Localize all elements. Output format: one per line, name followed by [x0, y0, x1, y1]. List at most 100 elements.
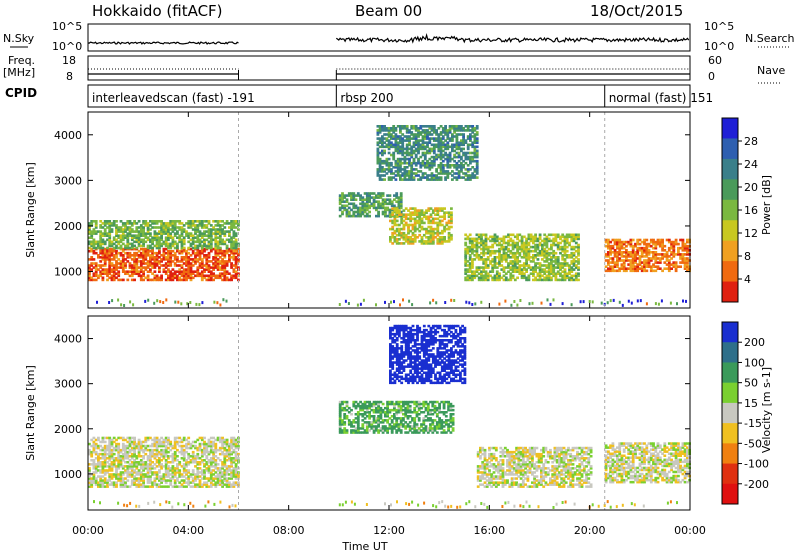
colorbar-swatch	[722, 179, 738, 200]
heatmap-cell	[390, 162, 393, 165]
heatmap-cell	[444, 301, 446, 304]
heatmap-cell	[513, 300, 515, 303]
y-tick-label: 3000	[54, 174, 82, 187]
heatmap-cell	[174, 301, 176, 304]
heatmap-cell	[102, 277, 105, 280]
heatmap-cell	[95, 220, 98, 223]
heatmap-cell	[219, 247, 222, 250]
heatmap-cell	[450, 299, 452, 302]
heatmap-cell	[368, 211, 371, 214]
heatmap-cell	[476, 146, 479, 149]
heatmap-cell	[159, 300, 161, 303]
heatmap-cell	[663, 245, 666, 248]
heatmap-cell	[102, 247, 105, 250]
heatmap-cell	[571, 303, 573, 306]
heatmap-cell	[126, 279, 129, 282]
heatmap-cell	[601, 302, 603, 305]
colorbar-tick-label: 20	[744, 181, 758, 194]
heatmap-cell	[196, 453, 199, 456]
heatmap-cell	[223, 226, 226, 229]
heatmap-cell	[217, 463, 220, 466]
heatmap-cell	[555, 252, 558, 255]
y-tick-label: 2000	[54, 220, 82, 233]
colorbar-tick-label: 4	[744, 273, 751, 286]
heatmap-cell	[541, 302, 543, 305]
heatmap-cell	[577, 272, 580, 275]
heatmap-cell	[96, 301, 98, 304]
nsky-label: N.Sky	[3, 32, 35, 45]
heatmap-cell	[476, 176, 479, 179]
heatmap-cell	[187, 437, 190, 440]
heatmap-cell	[516, 304, 518, 307]
heatmap-cell	[384, 301, 386, 304]
nsky-left-tick-top: 10^5	[52, 20, 82, 33]
cpid-segment-label: rbsp 200	[340, 91, 393, 105]
cpid-segment-label: normal (fast) 151	[609, 91, 713, 105]
heatmap-cell	[183, 247, 186, 250]
heatmap-cell	[162, 301, 164, 304]
heatmap-cell	[178, 469, 181, 472]
heatmap-cell	[566, 250, 569, 253]
heatmap-cell	[192, 451, 195, 454]
heatmap-cell	[432, 299, 434, 302]
heatmap-cell	[132, 303, 134, 306]
freq-right-tick-bottom: 0	[708, 70, 715, 83]
heatmap-cell	[408, 300, 410, 303]
freq-traces	[88, 69, 690, 80]
heatmap-cell	[577, 234, 580, 237]
heatmap-cell	[192, 469, 195, 472]
heatmap-cell	[226, 300, 228, 303]
heatmap-cell	[388, 158, 391, 161]
heatmap-cell	[537, 258, 540, 261]
freq-left-tick-top: 18	[62, 54, 76, 67]
heatmap-cell	[180, 302, 182, 305]
freq-label-line2: [MHz]	[3, 66, 35, 79]
heatmap-cell	[682, 239, 685, 242]
heatmap-cell	[395, 192, 398, 195]
heatmap-cell	[474, 302, 476, 305]
heatmap-cell	[138, 220, 141, 223]
heatmap-cell	[149, 232, 152, 235]
heatmap-cell	[480, 301, 482, 304]
heatmap-cell	[622, 304, 624, 307]
heatmap-cell	[577, 266, 580, 269]
heatmap-cell	[411, 303, 413, 306]
date-title: 18/Oct/2015	[590, 2, 683, 20]
heatmap-cell	[213, 301, 215, 304]
heatmap-cell	[214, 443, 217, 446]
heatmap-cell	[226, 245, 229, 248]
heatmap-cell	[577, 258, 580, 261]
heatmap-cell	[443, 207, 446, 210]
heatmap-cell	[450, 211, 453, 214]
heatmap-cell	[577, 244, 580, 247]
heatmap-cell	[117, 299, 119, 302]
nsky-left-tick-bottom: 10^0	[52, 40, 82, 53]
heatmap-cell	[485, 234, 488, 237]
freq-right-tick-top: 60	[708, 54, 722, 67]
nsky-right-tick-bottom: 10^0	[704, 40, 734, 53]
heatmap-cell	[195, 303, 197, 306]
heatmap-cell	[471, 303, 473, 306]
heatmap-cell	[153, 302, 155, 305]
heatmap-cell	[476, 131, 479, 134]
heatmap-cell	[534, 234, 537, 237]
heatmap-cell	[443, 236, 446, 239]
heatmap-cell	[97, 437, 100, 440]
heatmap-cell	[679, 265, 682, 268]
heatmap-cell	[187, 469, 190, 472]
colorbar-swatch	[722, 200, 738, 221]
heatmap-cell	[382, 192, 385, 195]
heatmap-cell	[117, 443, 120, 446]
heatmap-cell	[169, 441, 172, 444]
heatmap-cell	[429, 301, 431, 304]
colorbar-swatch	[722, 138, 738, 159]
heatmap-cell	[198, 303, 200, 306]
heatmap-cell	[655, 302, 657, 305]
heatmap-cell	[539, 234, 542, 237]
heatmap-cell	[645, 239, 648, 242]
heatmap-cell	[677, 243, 680, 246]
heatmap-cell	[156, 299, 158, 302]
heatmap-cell	[147, 275, 150, 278]
heatmap-cell	[504, 300, 506, 303]
